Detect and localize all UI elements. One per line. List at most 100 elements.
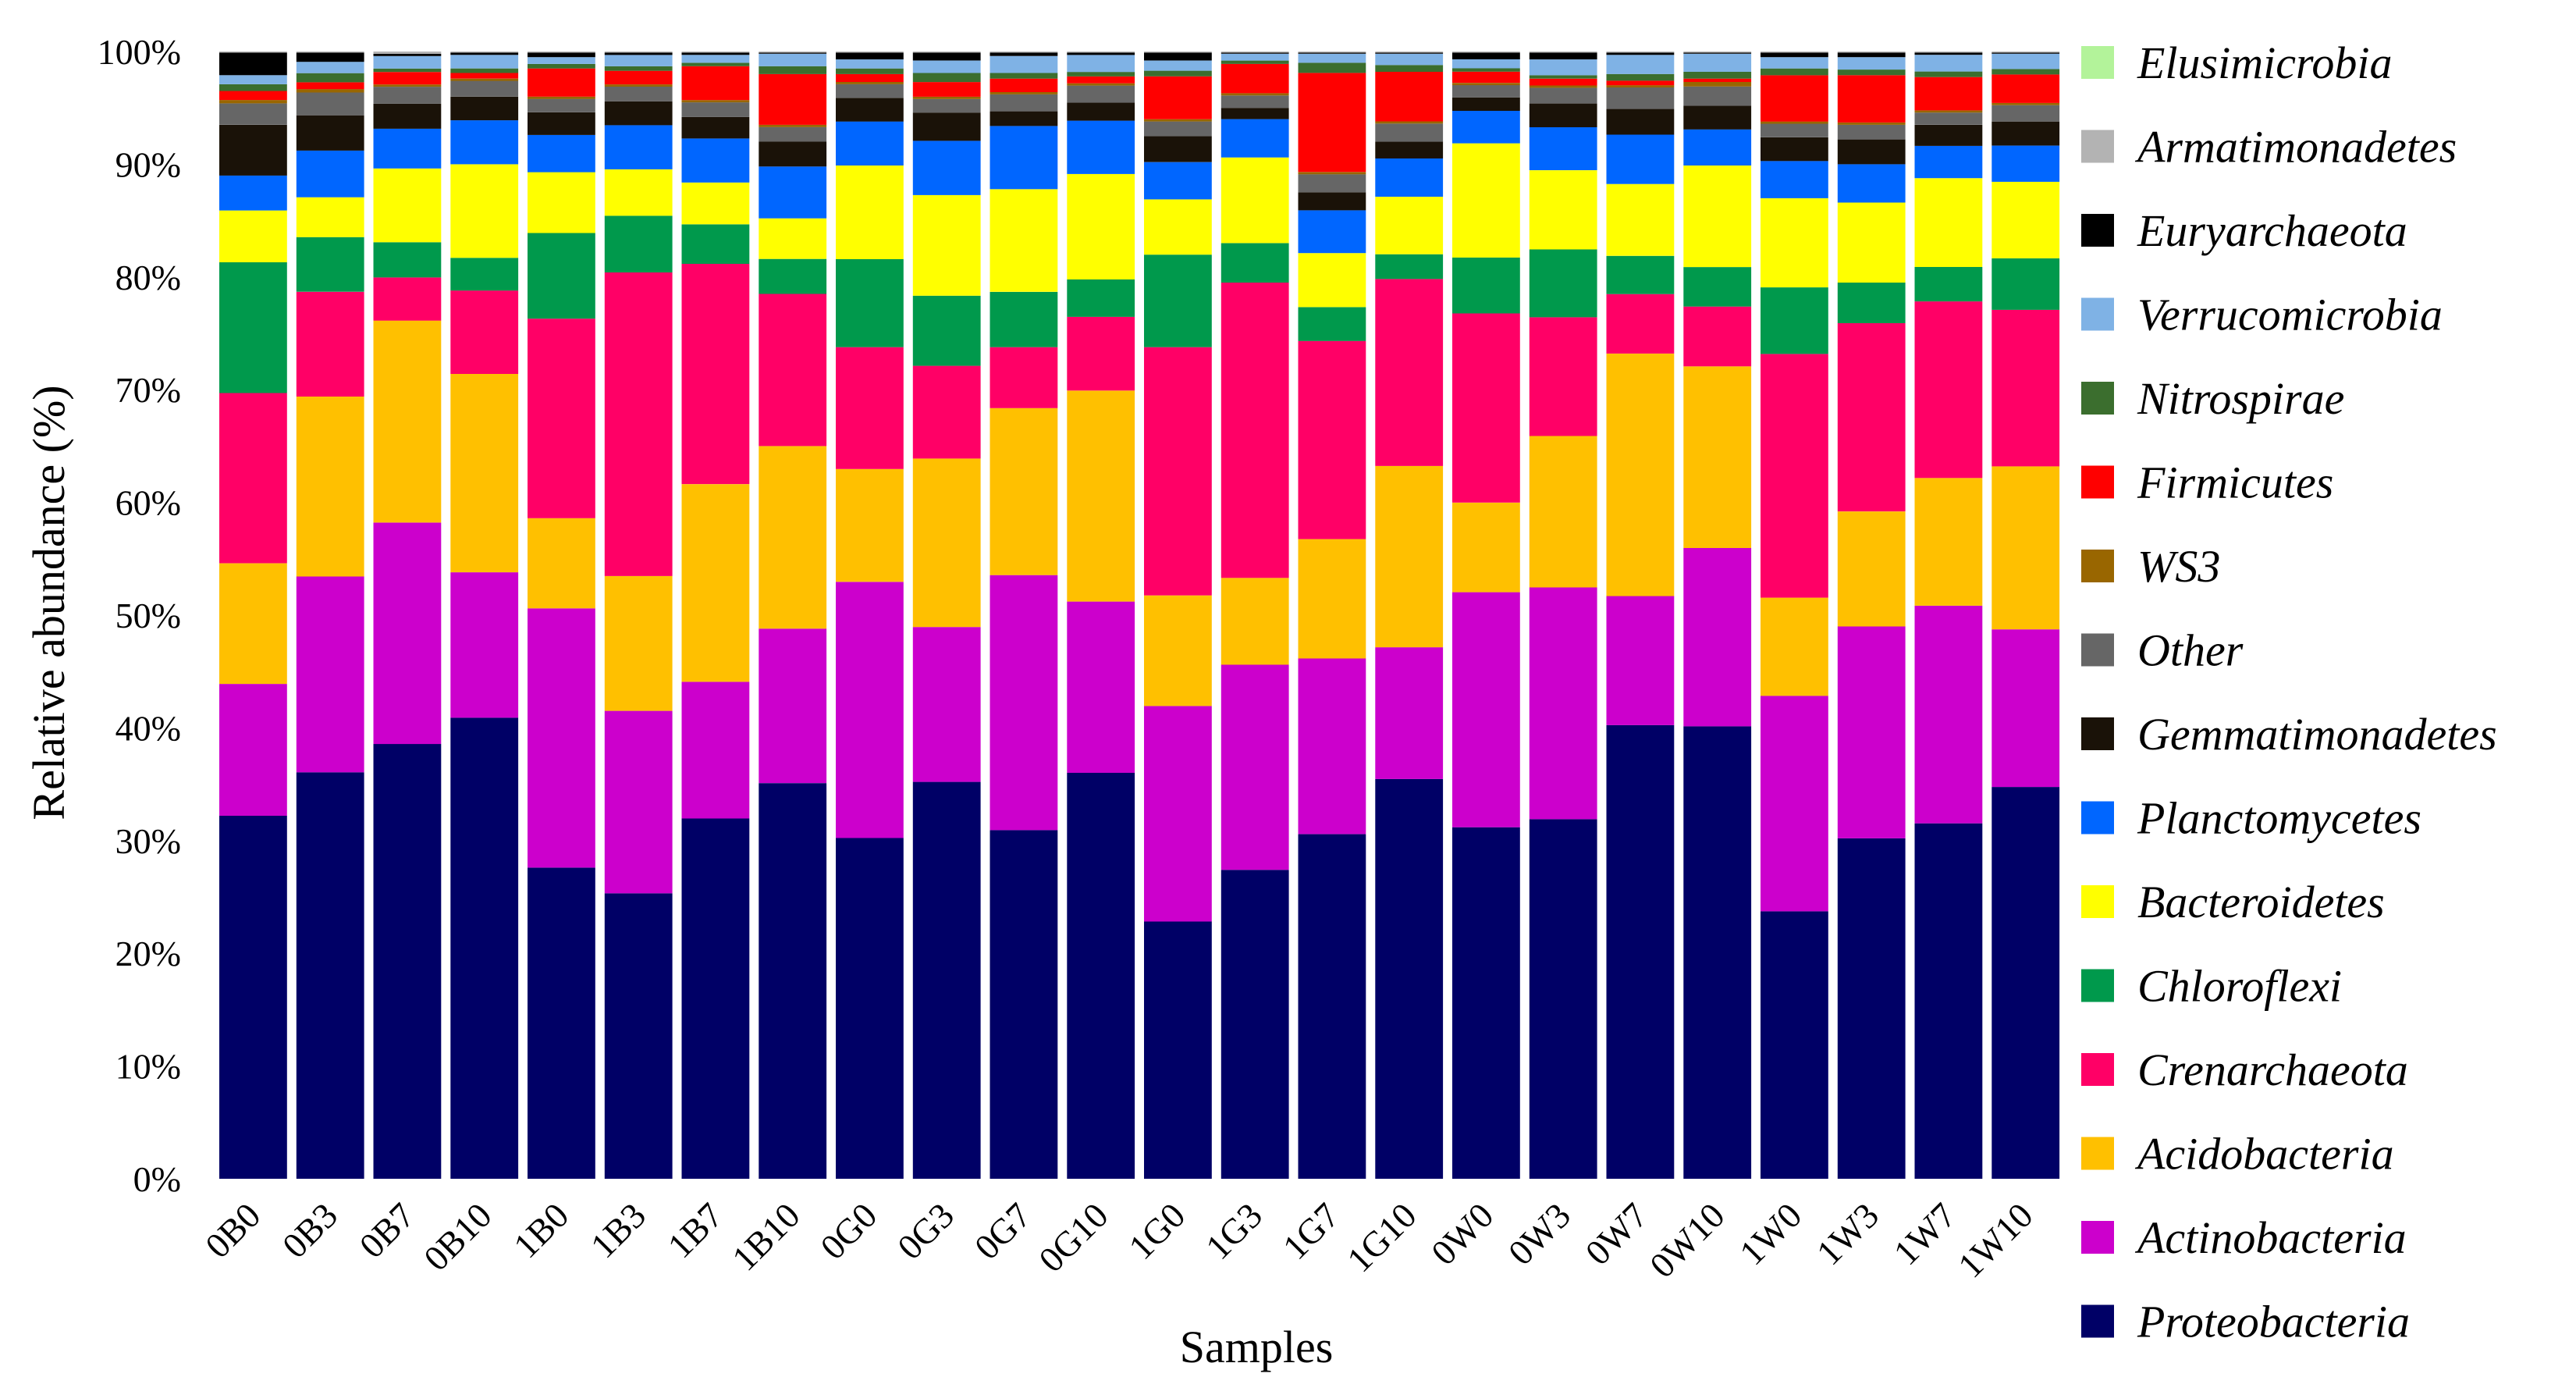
bar-segment-proteobacteria-1b10 [759, 783, 827, 1179]
bar-segment-chloroflexi-1g3 [1220, 243, 1289, 283]
bar-segment-euryarchaeota-1g10 [1375, 52, 1444, 54]
x-tick-label-0b0: 0B0 [197, 1195, 268, 1265]
bar-segment-gemmatimonadetes-1b7 [681, 116, 750, 139]
bar-segment-chloroflexi-0g3 [912, 295, 981, 366]
bar-segment-bacteroidetes-0b3 [296, 197, 364, 237]
bar-segment-firmicutes-1w10 [1992, 74, 2060, 103]
bar-segment-other-1g7 [1298, 174, 1366, 193]
bar-segment-euryarchaeota-0g0 [836, 52, 904, 60]
bar-segment-acidobacteria-1w0 [1761, 597, 1828, 696]
bar-segment-verrucomicrobia-0g3 [912, 60, 981, 73]
legend-swatch-actinobacteria [2081, 1221, 2114, 1254]
bar-segment-acidobacteria-1w10 [1992, 466, 2060, 630]
bar-segment-ws3-1g3 [1220, 93, 1289, 96]
bar-segment-firmicutes-1w7 [1914, 77, 1983, 111]
bar-segment-planctomycetes-0w10 [1683, 129, 1752, 165]
bar-segment-bacteroidetes-1b3 [604, 169, 673, 216]
bar-segment-actinobacteria-0b3 [296, 576, 364, 773]
bar-segment-armatimonadetes-0b7 [373, 52, 442, 54]
bar-segment-verrucomicrobia-0b10 [450, 55, 519, 69]
bar-segment-euryarchaeota-0w10 [1683, 52, 1752, 54]
y-tick-label: 0% [133, 1159, 181, 1199]
legend-label-bacteroidetes: Bacteroidetes [2137, 877, 2385, 927]
bar-segment-crenarchaeota-0b10 [450, 290, 519, 374]
legend-label-ws3: WS3 [2137, 541, 2220, 592]
bar-segment-gemmatimonadetes-0w3 [1529, 103, 1597, 127]
bar-segment-proteobacteria-0g0 [836, 838, 904, 1179]
y-tick-label: 90% [115, 144, 181, 184]
bar-segment-crenarchaeota-0w10 [1683, 306, 1752, 367]
bar-segment-acidobacteria-1b3 [604, 575, 673, 711]
legend-label-gemmatimonadetes: Gemmatimonadetes [2137, 709, 2497, 760]
bar-segment-nitrospirae-1b3 [604, 66, 673, 71]
legend-swatch-bacteroidetes [2081, 885, 2114, 918]
bar-segment-proteobacteria-1w3 [1837, 838, 1906, 1179]
bar-segment-other-0b3 [296, 92, 364, 116]
bar-segment-gemmatimonadetes-1w7 [1914, 124, 1983, 146]
bar-segment-actinobacteria-1b3 [604, 710, 673, 894]
bar-segment-proteobacteria-1g10 [1375, 778, 1444, 1179]
bar-segment-acidobacteria-0b0 [219, 563, 287, 685]
bar-segment-firmicutes-1b0 [528, 68, 595, 97]
bar-segment-ws3-1w10 [1992, 102, 2060, 105]
bar-segment-gemmatimonadetes-0w0 [1452, 97, 1520, 111]
bar-segment-ws3-0g10 [1067, 83, 1135, 86]
bar-segment-chloroflexi-0w7 [1606, 255, 1675, 294]
bar-segment-nitrospirae-0b3 [296, 73, 364, 83]
x-tick-label-1b3: 1B3 [583, 1195, 653, 1265]
x-tick-label-0b3: 0B3 [275, 1195, 345, 1265]
bar-segment-bacteroidetes-0w3 [1529, 170, 1597, 250]
bar-segment-actinobacteria-1g10 [1375, 647, 1444, 779]
bar-segment-acidobacteria-1b7 [681, 484, 750, 682]
bar-segment-actinobacteria-1g7 [1298, 658, 1366, 835]
bar-segment-ws3-1w0 [1761, 121, 1828, 124]
bar-segment-crenarchaeota-1b3 [604, 272, 673, 576]
bar-segment-acidobacteria-0b10 [450, 374, 519, 573]
bar-segment-planctomycetes-0g0 [836, 121, 904, 165]
bar-segment-proteobacteria-0w0 [1452, 827, 1520, 1179]
bar-segment-proteobacteria-0b10 [450, 717, 519, 1179]
bar-segment-acidobacteria-0w7 [1606, 353, 1675, 596]
y-tick-label: 10% [115, 1047, 181, 1087]
bar-segment-actinobacteria-0g7 [990, 575, 1058, 831]
bar-segment-actinobacteria-1w0 [1761, 696, 1828, 912]
bar-segment-ws3-1w7 [1914, 110, 1983, 113]
bar-segment-acidobacteria-0w0 [1452, 502, 1520, 593]
legend-label-proteobacteria: Proteobacteria [2137, 1297, 2410, 1347]
bar-segment-chloroflexi-1w0 [1761, 287, 1828, 354]
bar-segment-other-0w3 [1529, 87, 1597, 104]
bar-segment-bacteroidetes-1g7 [1298, 253, 1366, 308]
bar-segment-bacteroidetes-1g10 [1375, 197, 1444, 254]
bar-segment-verrucomicrobia-1w10 [1992, 53, 2060, 69]
bar-segment-nitrospirae-0g10 [1067, 72, 1135, 77]
bar-segment-nitrospirae-1b7 [681, 62, 750, 66]
bar-segment-verrucomicrobia-1g3 [1220, 53, 1289, 61]
bar-segment-other-1g0 [1144, 121, 1212, 137]
bar-segment-planctomycetes-1g10 [1375, 158, 1444, 197]
bar-segment-firmicutes-0g3 [912, 82, 981, 97]
legend: Elusimicrobia Armatimonadetes Euryarchaeot… [2081, 37, 2497, 1347]
bar-segment-gemmatimonadetes-0w10 [1683, 105, 1752, 130]
bar-segment-proteobacteria-1g7 [1298, 834, 1366, 1179]
bar-segment-bacteroidetes-0b0 [219, 210, 287, 262]
bar-segment-acidobacteria-1g7 [1298, 539, 1366, 659]
bar-segment-crenarchaeota-0g3 [912, 365, 981, 459]
bar-segment-ws3-0b10 [450, 78, 519, 81]
bar-segment-actinobacteria-1w7 [1914, 605, 1983, 824]
bar-segment-nitrospirae-1b0 [528, 63, 595, 69]
bar-segment-gemmatimonadetes-0b10 [450, 96, 519, 121]
y-tick-label: 70% [115, 370, 181, 410]
bar-segment-proteobacteria-0g7 [990, 830, 1058, 1179]
bar-segment-firmicutes-0b3 [296, 82, 364, 90]
bar-segment-bacteroidetes-1w7 [1914, 178, 1983, 267]
bar-segment-other-0b0 [219, 103, 287, 125]
bar-segment-actinobacteria-1b7 [681, 681, 750, 819]
bar-segment-acidobacteria-1g10 [1375, 465, 1444, 648]
bar-segment-chloroflexi-0b0 [219, 262, 287, 393]
legend-swatch-crenarchaeota [2081, 1053, 2114, 1086]
bar-segment-bacteroidetes-1w10 [1992, 181, 2060, 258]
bar-segment-verrucomicrobia-0w10 [1683, 53, 1752, 72]
bar-segment-verrucomicrobia-1b7 [681, 55, 750, 63]
bar-segment-verrucomicrobia-1w7 [1914, 55, 1983, 72]
